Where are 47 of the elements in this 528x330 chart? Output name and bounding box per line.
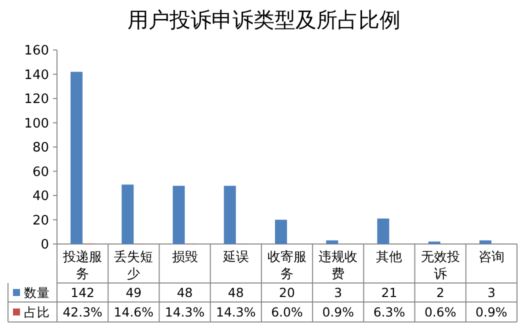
legend-label: 数量 [24,285,50,300]
data-label: 2 [436,285,444,300]
data-label: 0.9% [322,304,354,320]
y-tick-label: 120 [24,92,49,107]
data-label: 0.9% [476,304,508,320]
legend-label: 占比 [24,304,50,320]
data-label: 42.3% [62,304,103,320]
y-tick-label: 0 [40,238,49,252]
data-label: 3 [334,285,342,300]
data-label: 14.3% [216,304,256,320]
x-tick-label: 其他 [376,250,402,265]
data-label: 14.3% [164,304,205,320]
chart-title: 用户投诉申诉类型及所占比例 [128,8,400,32]
bar [70,72,83,244]
data-label: 14.6% [114,304,154,320]
data-label: 21 [381,285,398,300]
y-tick-label: 20 [32,213,49,228]
x-tick-label: 咨询 [478,250,504,265]
bar [172,186,185,244]
y-tick-label: 160 [24,44,49,58]
y-tick-label: 140 [24,68,49,83]
bar [122,184,134,244]
data-label: 6.0% [271,304,303,320]
bar [326,240,338,244]
y-tick-label: 100 [24,116,49,132]
y-tick-label: 80 [32,140,49,156]
data-label: 48 [176,285,193,300]
data-label: 20 [279,285,295,300]
x-tick-label: 违规收费 [318,250,358,282]
data-label: 6.3% [373,304,406,320]
bar [479,240,492,244]
data-label: 0.6% [424,304,456,320]
y-tick-label: 60 [32,164,49,180]
x-tick-label: 损毁 [172,250,198,265]
y-tick-label: 40 [32,189,49,204]
data-label: 48 [228,285,244,300]
data-label: 3 [487,285,496,300]
bar [377,218,390,244]
data-label: 142 [70,285,94,300]
x-tick-label: 无效投诉 [420,250,460,282]
x-tick-label: 收寄服务 [268,249,306,282]
bar [275,220,287,244]
data-label: 49 [126,285,142,300]
bar [224,186,236,244]
x-tick-label: 丢失短少 [114,250,154,282]
x-tick-label: 投递服务 [62,250,102,282]
x-tick-label: 延误 [222,250,249,265]
